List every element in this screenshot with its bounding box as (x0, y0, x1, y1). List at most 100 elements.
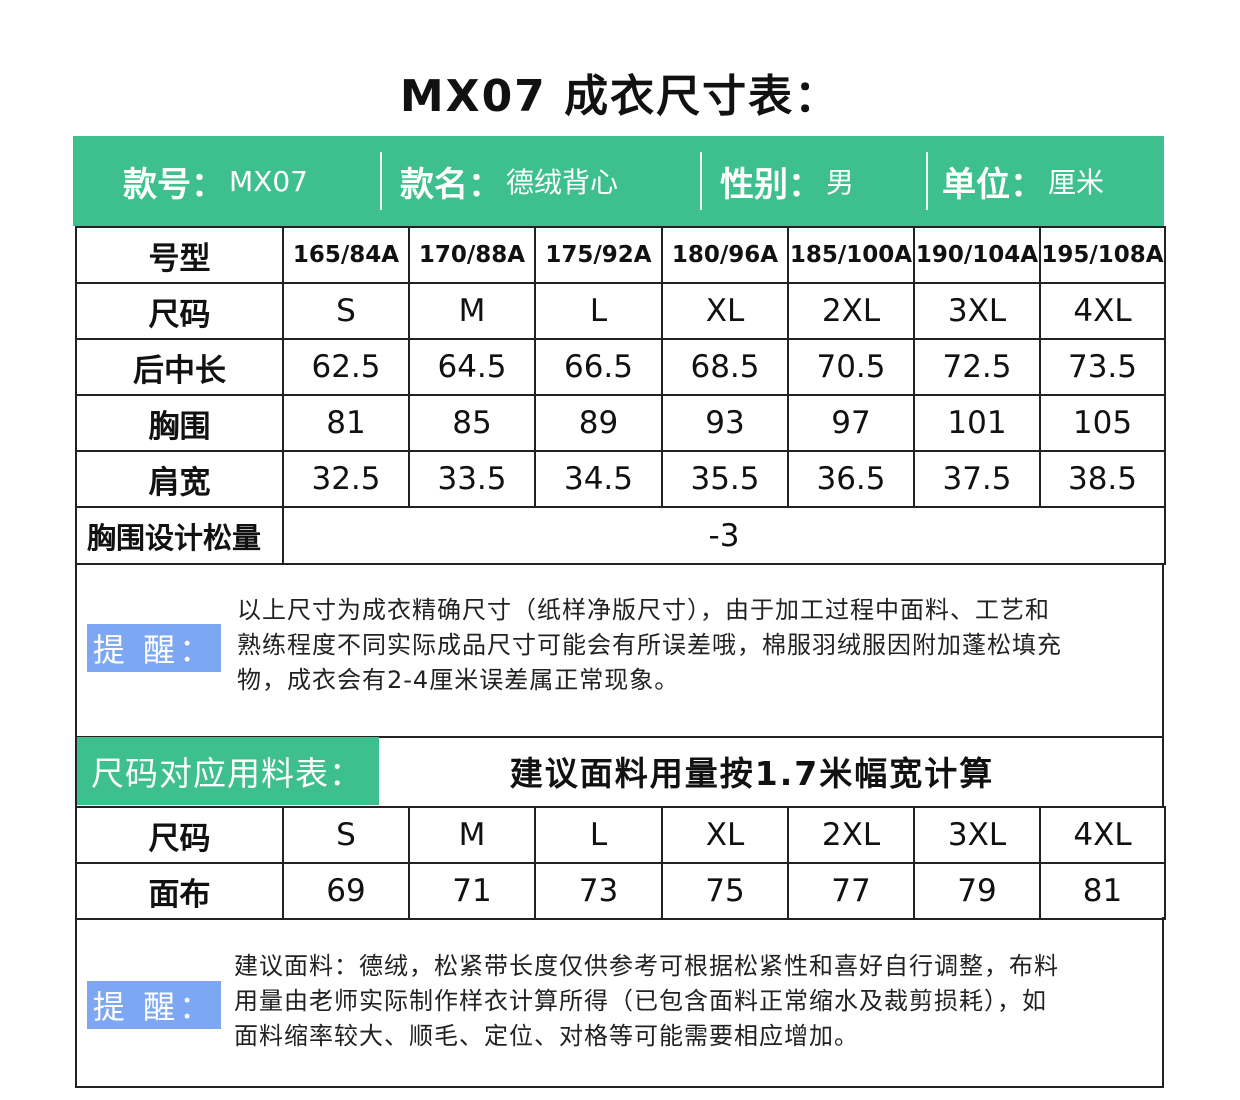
row-label: 尺码 (75, 806, 284, 864)
fabric-cell: 71 (408, 862, 536, 920)
table-row: 号型 165/84A 170/88A 175/92A 180/96A 185/1… (75, 226, 1166, 284)
size-cell: XL (661, 282, 789, 340)
table-row: 胸围设计松量 -3 (75, 506, 1166, 565)
size-table: 号型 165/84A 170/88A 175/92A 180/96A 185/1… (75, 226, 1166, 565)
size-cell: S (282, 282, 410, 340)
size-cell: 38.5 (1039, 450, 1166, 508)
size-cell: 3XL (913, 806, 1041, 864)
size-cell: 89 (534, 394, 663, 452)
divider (380, 152, 382, 210)
note-line: 面料缩率较大、顺毛、定位、对格等可能需要相应增加。 (234, 1022, 859, 1050)
fabric-table-tag: 尺码对应用料表： (77, 737, 379, 805)
row-label: 后中长 (75, 338, 284, 396)
size-cell: 72.5 (913, 338, 1041, 396)
size-cell: 66.5 (534, 338, 663, 396)
table-row: 胸围 81 85 89 93 97 101 105 (75, 394, 1166, 452)
size-cell: 105 (1039, 394, 1166, 452)
reminder-badge: 提 醒： (87, 624, 221, 672)
gender: 性别： 男 (702, 136, 926, 226)
row-label: 尺码 (75, 282, 284, 340)
size-cell: 85 (408, 394, 536, 452)
size-cell: 175/92A (534, 226, 663, 284)
table-row: 尺码 S M L XL 2XL 3XL 4XL (75, 282, 1166, 340)
divider (926, 152, 928, 210)
style-no-value: MX07 (229, 164, 308, 198)
fabric-cell: 69 (282, 862, 410, 920)
size-cell: 2XL (787, 282, 915, 340)
size-cell: 195/108A (1039, 226, 1166, 284)
size-cell: 3XL (913, 282, 1041, 340)
note-line: 物，成衣会有2-4厘米误差属正常现象。 (237, 666, 680, 694)
size-cell: 4XL (1039, 806, 1166, 864)
size-cell: L (534, 806, 663, 864)
note-box: 提 醒： 建议面料：德绒，松紧带长度仅供参考可根据松紧性和喜好自行调整，布料 用… (75, 917, 1164, 1088)
size-cell: M (408, 806, 536, 864)
style-no-label: 款号： (123, 164, 225, 205)
gender-value: 男 (826, 166, 855, 199)
note-line: 以上尺寸为成衣精确尺寸（纸样净版尺寸），由于加工过程中面料、工艺和 (237, 596, 1050, 624)
reminder-badge: 提 醒： (87, 981, 221, 1029)
row-label: 面布 (75, 862, 284, 920)
size-cell: 185/100A (787, 226, 915, 284)
size-cell: S (282, 806, 410, 864)
size-cell: 180/96A (661, 226, 789, 284)
size-cell: 36.5 (787, 450, 915, 508)
table-row: 尺码 S M L XL 2XL 3XL 4XL (75, 806, 1166, 864)
unit-value: 厘米 (1048, 166, 1105, 199)
gender-label: 性别： (720, 164, 822, 205)
table-row: 后中长 62.5 64.5 66.5 68.5 70.5 72.5 73.5 (75, 338, 1166, 396)
size-cell: 101 (913, 394, 1041, 452)
size-cell: 4XL (1039, 282, 1166, 340)
fabric-cell: 73 (534, 862, 663, 920)
unit: 单位： 厘米 (928, 136, 1158, 226)
size-cell: 34.5 (534, 450, 663, 508)
note-line: 建议面料：德绒，松紧带长度仅供参考可根据松紧性和喜好自行调整，布料 (234, 952, 1059, 980)
table-row: 肩宽 32.5 33.5 34.5 35.5 36.5 37.5 38.5 (75, 450, 1166, 508)
size-cell: 81 (282, 394, 410, 452)
fabric-header: 尺码对应用料表： 建议面料用量按1.7米幅宽计算 (75, 737, 1164, 807)
row-label: 胸围设计松量 (75, 506, 284, 565)
style-name-value: 德绒背心 (506, 166, 619, 199)
size-cell: 35.5 (661, 450, 789, 508)
page-title: MX07 成衣尺寸表： (399, 71, 841, 122)
size-cell: 97 (787, 394, 915, 452)
fabric-table: 尺码 S M L XL 2XL 3XL 4XL 面布 69 71 73 75 7… (75, 806, 1166, 920)
size-cell: 64.5 (408, 338, 536, 396)
size-cell: 165/84A (282, 226, 410, 284)
style-no: 款号： MX07 (73, 136, 380, 226)
size-cell: 170/88A (408, 226, 536, 284)
fabric-width-hint: 建议面料用量按1.7米幅宽计算 (509, 754, 995, 793)
size-cell: 32.5 (282, 450, 410, 508)
size-cell: 37.5 (913, 450, 1041, 508)
size-cell: XL (661, 806, 789, 864)
size-cell: 73.5 (1039, 338, 1166, 396)
size-cell: 62.5 (282, 338, 410, 396)
note-line: 用量由老师实际制作样衣计算所得（已包含面料正常缩水及裁剪损耗），如 (234, 987, 1047, 1015)
divider (700, 152, 702, 210)
size-cell: L (534, 282, 663, 340)
style-name: 款名： 德绒背心 (382, 136, 700, 226)
size-cell: 70.5 (787, 338, 915, 396)
note-line: 熟练程度不同实际成品尺寸可能会有所误差哦，棉服羽绒服因附加蓬松填充 (237, 631, 1062, 659)
note-text: 以上尺寸为成衣精确尺寸（纸样净版尺寸），由于加工过程中面料、工艺和 熟练程度不同… (237, 593, 1157, 698)
size-cell: 68.5 (661, 338, 789, 396)
size-cell: 2XL (787, 806, 915, 864)
info-header: 款号： MX07 款名： 德绒背心 性别： 男 单位： 厘米 (73, 136, 1164, 226)
fabric-cell: 75 (661, 862, 789, 920)
size-cell: 33.5 (408, 450, 536, 508)
fabric-cell: 81 (1039, 862, 1166, 920)
table-row: 面布 69 71 73 75 77 79 81 (75, 862, 1166, 920)
row-label: 肩宽 (75, 450, 284, 508)
row-label: 号型 (75, 226, 284, 284)
note-box: 提 醒： 以上尺寸为成衣精确尺寸（纸样净版尺寸），由于加工过程中面料、工艺和 熟… (75, 563, 1164, 738)
fabric-cell: 77 (787, 862, 915, 920)
unit-label: 单位： (942, 164, 1044, 205)
style-name-label: 款名： (400, 164, 502, 205)
note-text: 建议面料：德绒，松紧带长度仅供参考可根据松紧性和喜好自行调整，布料 用量由老师实… (234, 949, 1159, 1054)
size-cell: M (408, 282, 536, 340)
size-cell: 190/104A (913, 226, 1041, 284)
fabric-cell: 79 (913, 862, 1041, 920)
size-cell: 93 (661, 394, 789, 452)
row-label: 胸围 (75, 394, 284, 452)
ease-value: -3 (282, 506, 1166, 565)
